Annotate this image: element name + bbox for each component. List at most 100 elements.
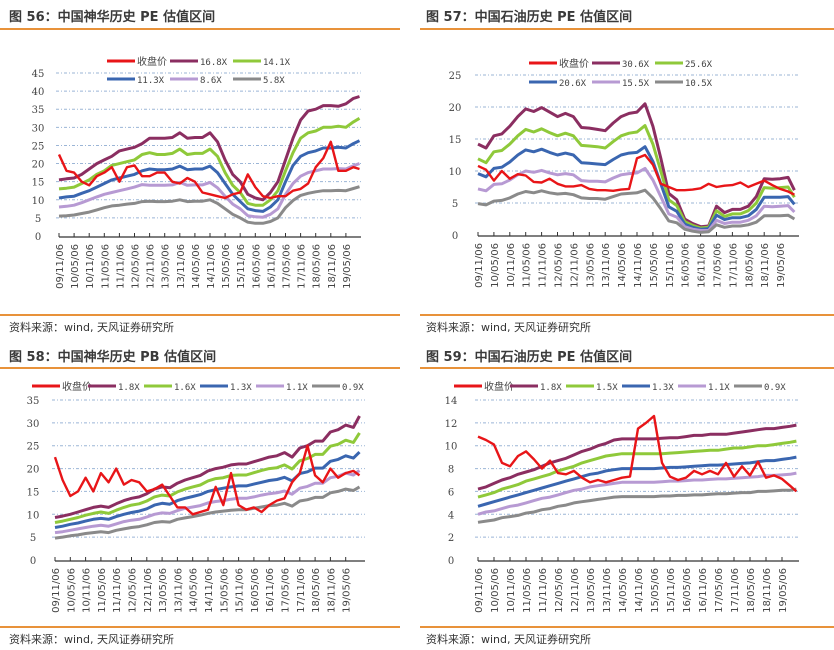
y-tick-label: 45 <box>32 69 45 80</box>
x-tick-label: 17/11/06 <box>730 568 741 613</box>
y-tick-label: 35 <box>32 105 45 116</box>
chart-title: 图 57：中国石油历史 PE 估值区间 <box>426 10 633 25</box>
series-line-3 <box>477 145 796 231</box>
x-tick-label: 13/05/06 <box>161 244 172 289</box>
x-tick-label: 10/11/06 <box>82 568 93 613</box>
series-line-0 <box>53 444 361 516</box>
x-tick-label: 10/05/06 <box>490 568 501 613</box>
series-line-5 <box>477 188 796 234</box>
y-tick-label: 2 <box>448 533 454 544</box>
x-tick-label: 16/05/06 <box>681 243 692 288</box>
x-tick-label: 14/11/06 <box>634 568 645 613</box>
legend-label: 11.3X <box>137 76 165 86</box>
x-tick-label: 19/05/06 <box>778 568 789 613</box>
legend-label: 8.6X <box>200 76 222 86</box>
x-tick-label: 11/11/06 <box>538 568 549 613</box>
x-tick-label: 15/11/06 <box>236 244 247 289</box>
legend-label: 1.8X <box>118 383 140 393</box>
x-tick-label: 17/05/06 <box>282 244 293 289</box>
legend-label: 1.1X <box>708 383 730 393</box>
x-tick-label: 10/05/06 <box>490 243 501 288</box>
x-tick-label: 17/11/06 <box>728 243 739 288</box>
y-tick-label: 25 <box>27 442 40 453</box>
x-tick-label: 14/11/06 <box>633 243 644 288</box>
y-tick-label: 15 <box>27 487 40 498</box>
x-tick-label: 18/11/06 <box>327 244 338 289</box>
legend-label: 1.1X <box>286 383 308 393</box>
x-tick-label: 13/11/06 <box>176 244 187 289</box>
x-tick-label: 14/05/06 <box>189 568 200 613</box>
x-tick-label: 18/11/06 <box>760 243 771 288</box>
x-tick-label: 12/11/06 <box>569 243 580 288</box>
x-tick-label: 11/05/06 <box>97 568 108 613</box>
x-tick-label: 18/05/06 <box>312 244 323 289</box>
series-line-1 <box>54 415 361 519</box>
x-tick-label: 09/11/06 <box>51 568 62 613</box>
x-tick-label: 11/05/06 <box>100 244 111 289</box>
x-tick-label: 10/05/06 <box>66 568 77 613</box>
series-line-3 <box>477 455 797 508</box>
y-tick-label: 0 <box>35 232 41 243</box>
chart-title: 图 58：中国神华历史 PB 估值区间 <box>9 350 217 365</box>
y-tick-label: 30 <box>27 419 40 430</box>
legend-label: 5.8X <box>263 76 285 86</box>
x-tick-label: 16/05/06 <box>682 568 693 613</box>
legend-label: 1.3X <box>652 383 674 393</box>
source-note: 资料来源：wind, 天风证券研究所 <box>426 633 591 646</box>
series-line-5 <box>58 185 360 225</box>
y-tick-label: 12 <box>445 419 458 430</box>
x-tick-label: 18/05/06 <box>744 243 755 288</box>
pb-band-chart-shenhua: 0 5 10 15 20 25 30 35 09/11/06 10/05/06 10/11/06 11… <box>27 380 365 613</box>
x-tick-label: 16/11/06 <box>266 244 277 289</box>
x-tick-label: 13/05/06 <box>158 568 169 613</box>
series-line-2 <box>477 439 797 499</box>
legend-label: 1.5X <box>596 383 618 393</box>
title-divider <box>0 28 400 30</box>
y-tick-label: 5 <box>452 199 458 210</box>
x-tick-label: 11/05/06 <box>522 568 533 613</box>
series-line-4 <box>58 162 360 219</box>
title-divider <box>420 367 834 369</box>
x-tick-label: 14/05/06 <box>191 244 202 289</box>
series-line-0 <box>477 414 798 493</box>
x-tick-label: 10/05/06 <box>70 244 81 289</box>
x-tick-label: 18/05/06 <box>311 568 322 613</box>
series-line-3 <box>58 139 361 213</box>
x-tick-label: 13/11/06 <box>173 568 184 613</box>
pe-band-chart-shenhua: 0 5 10 15 20 25 30 35 40 45 09/11/06 10/05/06 10/11/… <box>32 55 361 289</box>
x-tick-label: 13/05/06 <box>585 243 596 288</box>
y-tick-label: 25 <box>32 141 45 152</box>
y-tick-label: 0 <box>452 231 458 242</box>
series-line-4 <box>477 471 797 516</box>
legend-label: 0.9X <box>764 383 786 393</box>
chart-panel-57: 图 57：中国石油历史 PE 估值区间 0 5 10 15 20 25 09/11/06 10… <box>417 0 834 334</box>
x-tick-label: 16/11/06 <box>697 243 708 288</box>
x-tick-label: 19/05/06 <box>342 244 353 289</box>
y-tick-label: 4 <box>448 510 454 521</box>
y-tick-label: 10 <box>445 442 458 453</box>
x-tick-label: 10/11/06 <box>85 244 96 289</box>
x-tick-label: 18/11/06 <box>326 568 337 613</box>
series-line-4 <box>54 469 361 535</box>
x-tick-label: 11/11/06 <box>115 244 126 289</box>
source-divider <box>0 626 400 628</box>
legend-label: 收盘价 <box>137 55 167 68</box>
series-line-0 <box>477 153 795 196</box>
x-tick-label: 13/11/06 <box>601 243 612 288</box>
y-tick-label: 20 <box>449 103 462 114</box>
series-line-3 <box>54 451 361 529</box>
legend-label: 0.9X <box>342 383 364 393</box>
series-line-0 <box>57 140 360 200</box>
y-tick-label: 30 <box>32 123 45 134</box>
legend-label: 16.8X <box>200 58 228 68</box>
y-tick-label: 40 <box>32 87 45 98</box>
legend-label: 15.5X <box>622 79 650 89</box>
source-divider <box>0 314 400 316</box>
chart-panel-56: 图 56：中国神华历史 PE 估值区间 0 5 10 15 20 25 30 35 40 45 09… <box>0 0 417 334</box>
legend-label: 30.6X <box>622 60 650 70</box>
series-line-1 <box>58 95 360 202</box>
y-tick-label: 15 <box>449 135 462 146</box>
y-tick-label: 10 <box>32 196 45 207</box>
x-tick-label: 10/11/06 <box>506 243 517 288</box>
x-tick-label: 17/11/06 <box>297 244 308 289</box>
